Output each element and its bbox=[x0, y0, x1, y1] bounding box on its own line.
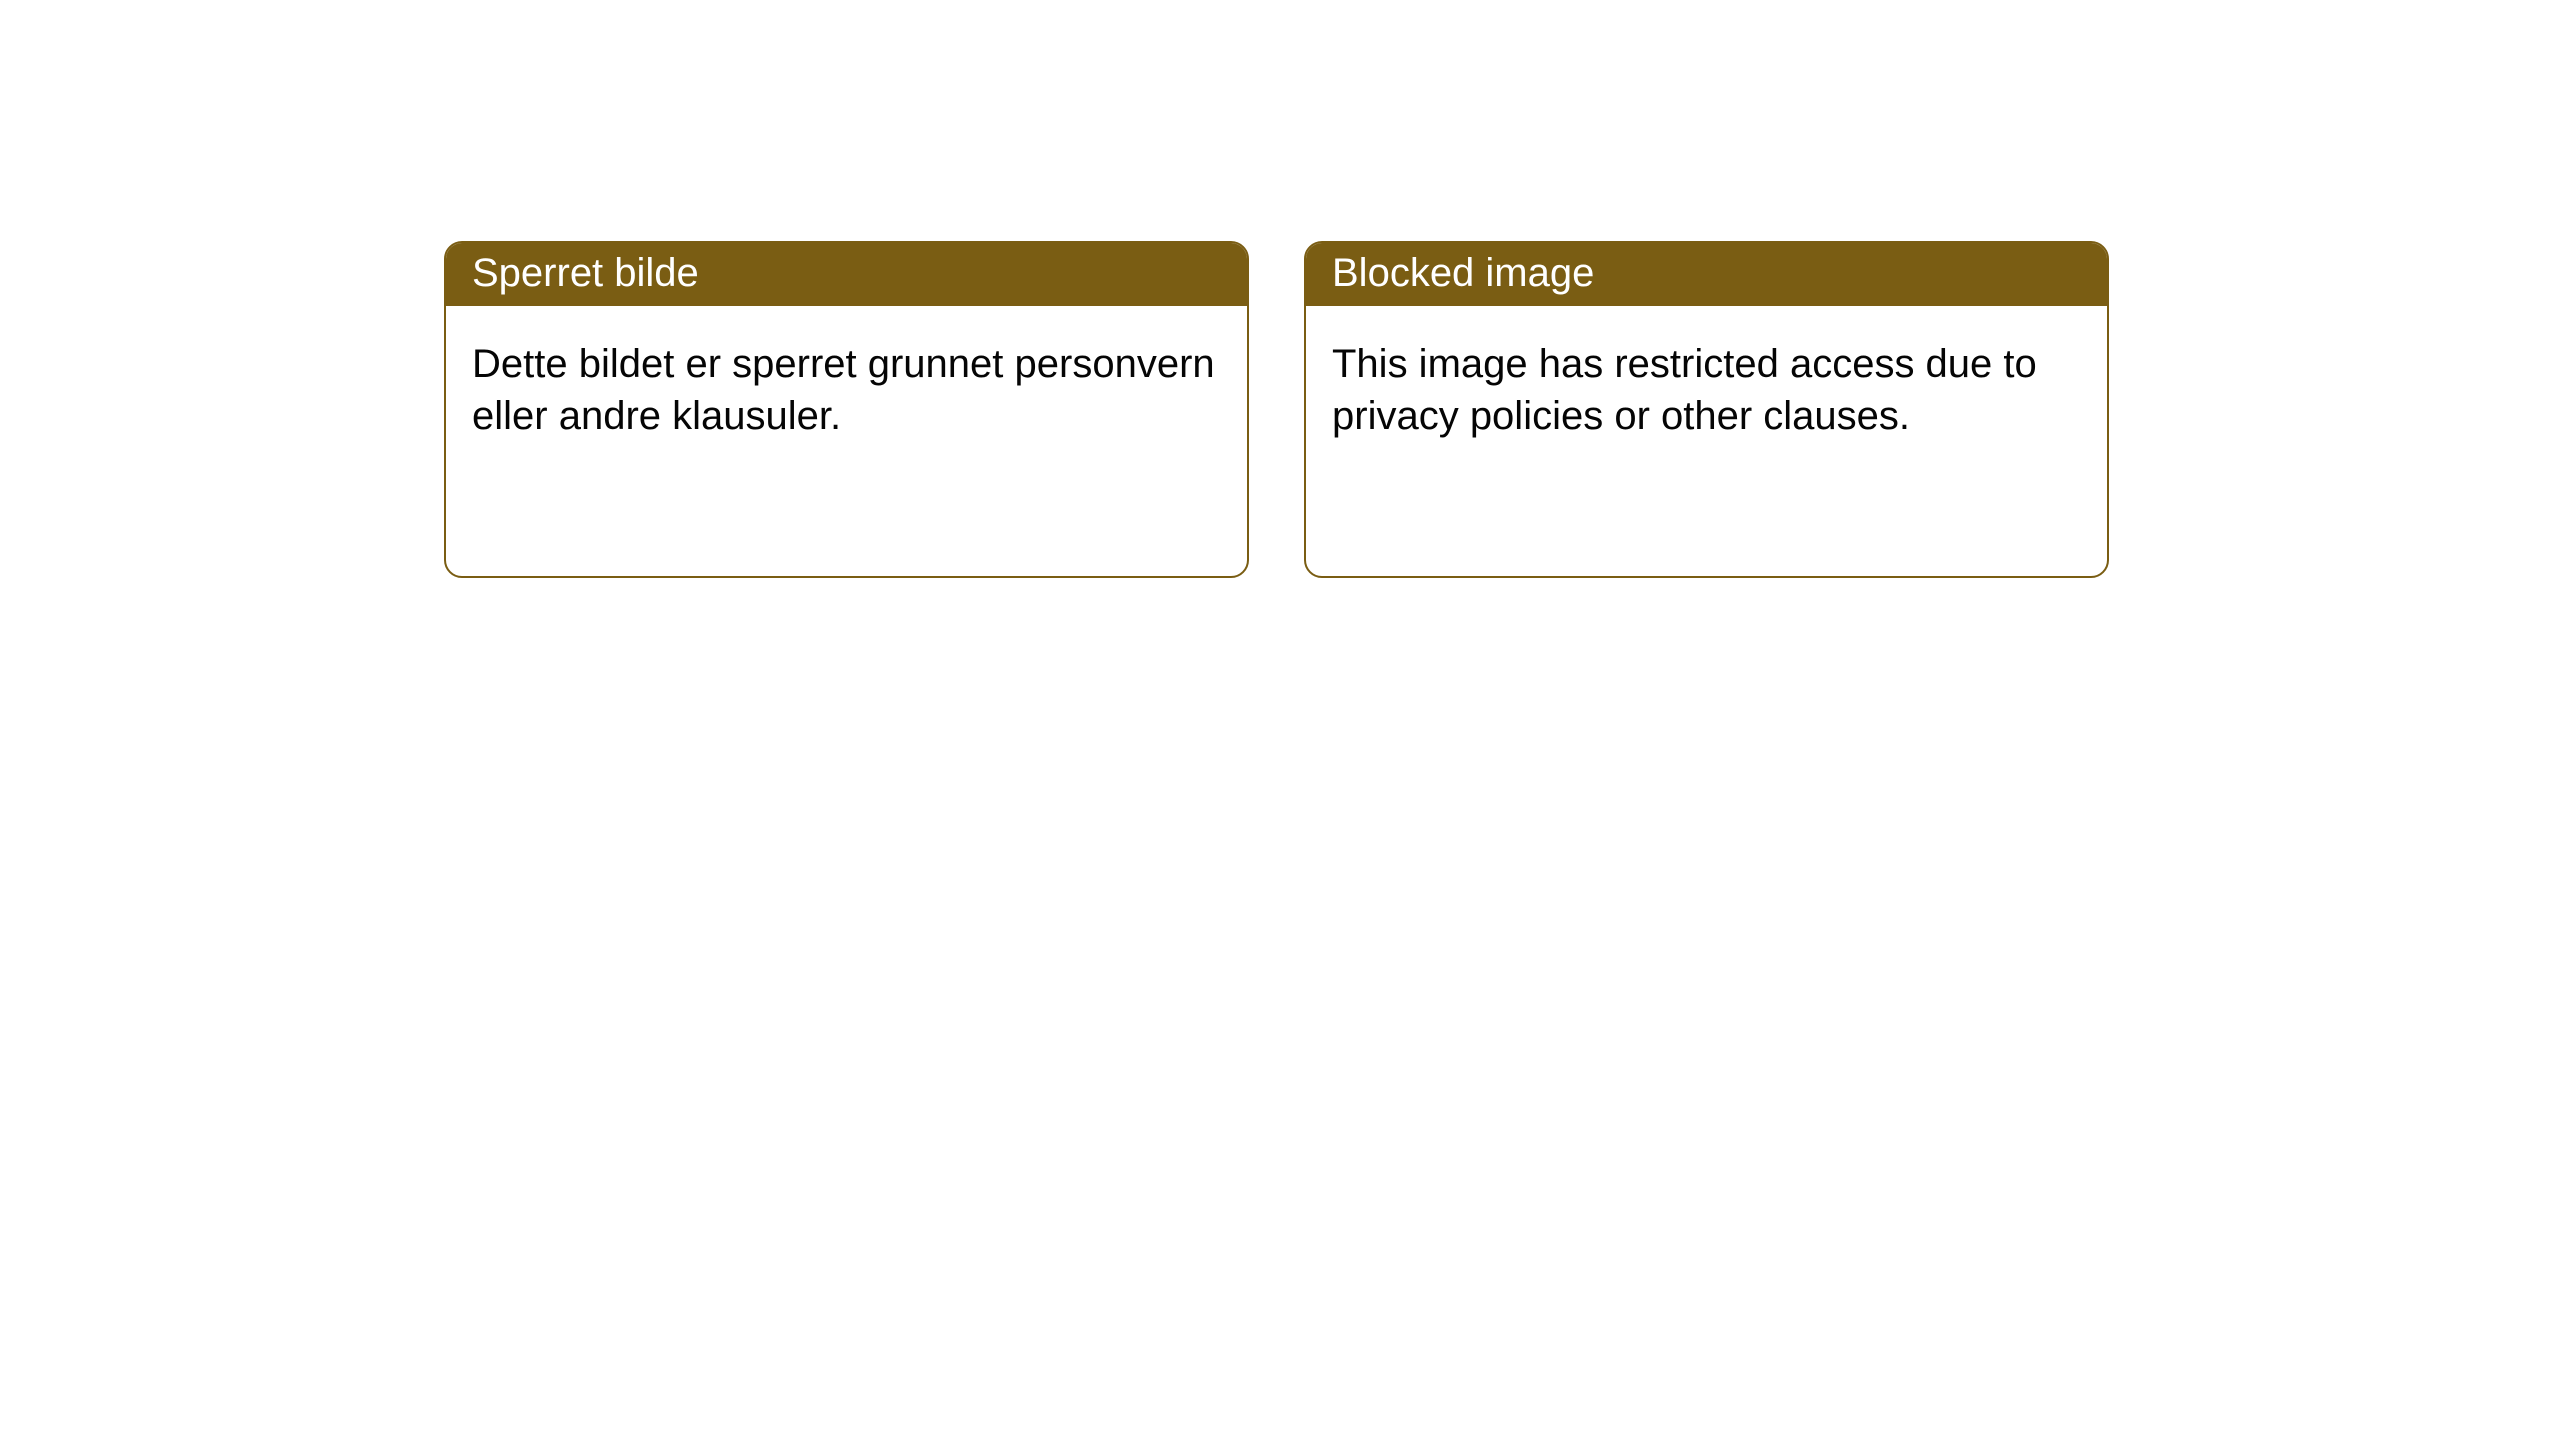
notice-body-norwegian: Dette bildet er sperret grunnet personve… bbox=[446, 306, 1247, 576]
notice-body-english: This image has restricted access due to … bbox=[1306, 306, 2107, 576]
notice-card-english: Blocked image This image has restricted … bbox=[1304, 241, 2109, 578]
notice-title-english: Blocked image bbox=[1306, 243, 2107, 306]
notice-container: Sperret bilde Dette bildet er sperret gr… bbox=[0, 0, 2560, 578]
notice-title-norwegian: Sperret bilde bbox=[446, 243, 1247, 306]
notice-card-norwegian: Sperret bilde Dette bildet er sperret gr… bbox=[444, 241, 1249, 578]
